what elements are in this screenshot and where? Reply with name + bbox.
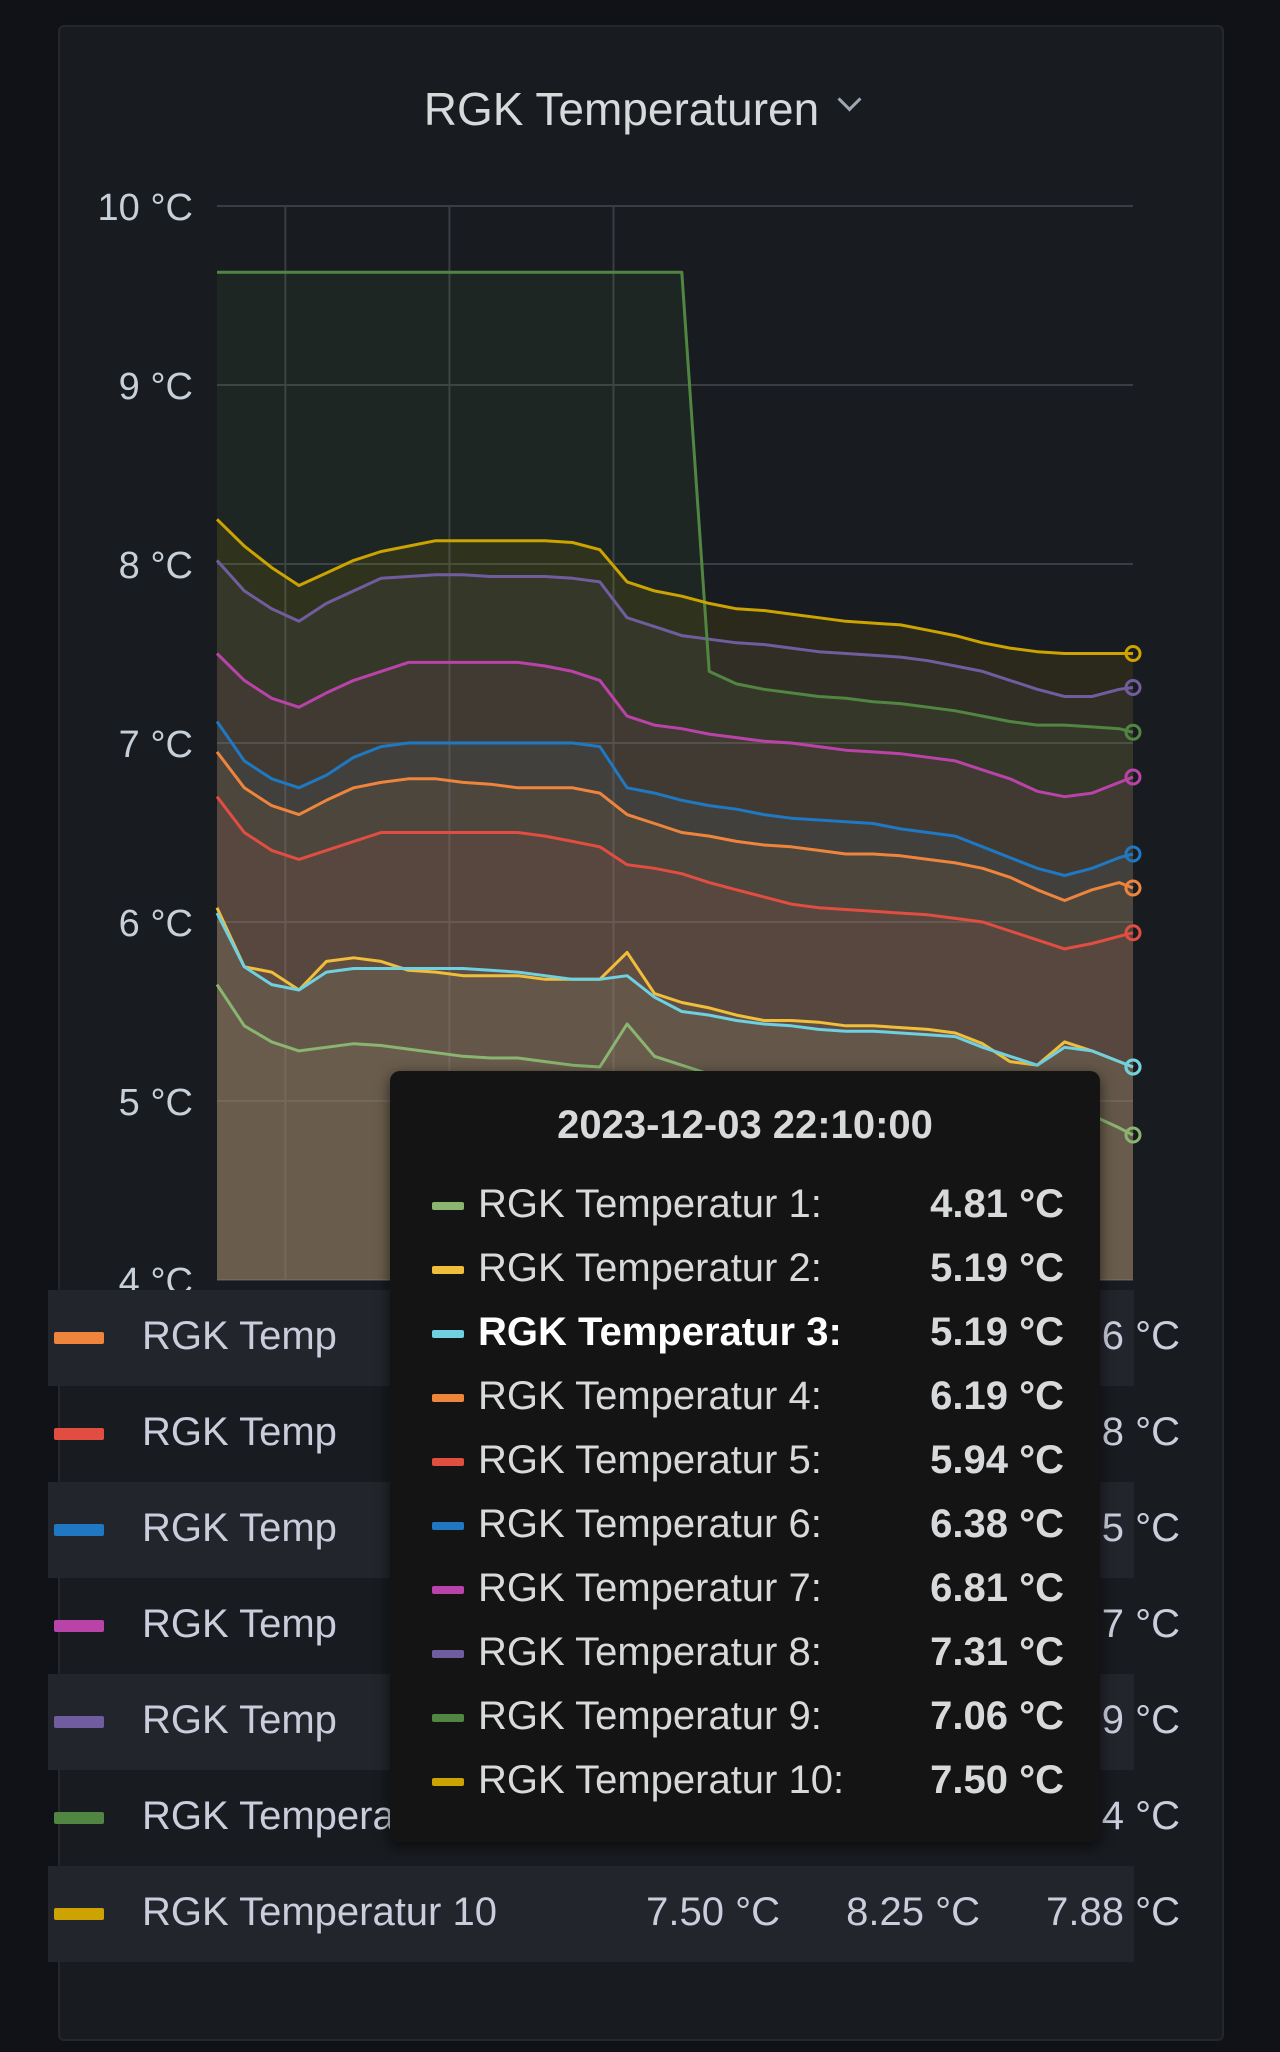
tooltip-value: 7.06 °C <box>930 1694 1064 1738</box>
tooltip-value: 7.50 °C <box>930 1758 1064 1802</box>
hover-point-marker <box>1124 1126 1142 1144</box>
legend-value: 7.88 °C <box>1046 1890 1180 1934</box>
tooltip-color-swatch <box>432 1266 464 1274</box>
tooltip-series-name: RGK Temperatur 10: <box>478 1758 845 1802</box>
tooltip-color-swatch <box>432 1458 464 1466</box>
legend-color-swatch[interactable] <box>54 1908 104 1920</box>
series-line[interactable] <box>215 912 1134 1069</box>
legend-series-name[interactable]: RGK Temp <box>142 1698 337 1742</box>
legend-color-swatch[interactable] <box>54 1524 104 1536</box>
tooltip-color-swatch <box>432 1650 464 1658</box>
legend-color-swatch[interactable] <box>54 1620 104 1632</box>
tooltip-row: RGK Temperatur 10: 7.50 °C <box>390 1750 1100 1814</box>
legend-series-name[interactable]: RGK Temp <box>142 1602 337 1646</box>
tooltip-row: RGK Temperatur 8: 7.31 °C <box>390 1622 1100 1686</box>
series-line[interactable] <box>215 720 1134 877</box>
legend-value: 7 °C <box>1101 1602 1180 1646</box>
y-tick-label: 5 °C <box>119 1082 193 1124</box>
tooltip-row: RGK Temperatur 5: 5.94 °C <box>390 1430 1100 1494</box>
tooltip-color-swatch <box>432 1202 464 1210</box>
hover-point-marker <box>1124 924 1142 942</box>
tooltip-color-swatch <box>432 1714 464 1722</box>
legend-series-name[interactable]: RGK Temp <box>142 1506 337 1550</box>
tooltip-row: RGK Temperatur 7: 6.81 °C <box>390 1558 1100 1622</box>
legend-series-name[interactable]: RGK Temp <box>142 1410 337 1454</box>
series-line[interactable] <box>215 652 1134 799</box>
tooltip-row: RGK Temperatur 1: 4.81 °C <box>390 1174 1100 1238</box>
tooltip-color-swatch <box>432 1586 464 1594</box>
tooltip-series-name: RGK Temperatur 2: <box>478 1246 822 1290</box>
legend-color-swatch[interactable] <box>54 1428 104 1440</box>
series-line[interactable] <box>215 750 1134 902</box>
hover-point-marker <box>1124 1058 1142 1076</box>
legend-value: 6 °C <box>1101 1314 1180 1358</box>
legend-row[interactable]: RGK Temp 8 °C <box>48 1386 1180 1482</box>
legend-value: 9 °C <box>1101 1698 1180 1742</box>
tooltip-timestamp: 2023-12-03 22:10:00 <box>557 1103 933 1147</box>
tooltip-value: 6.38 °C <box>930 1502 1064 1546</box>
series-line[interactable] <box>215 518 1133 655</box>
legend-series-name[interactable]: RGK Temp <box>142 1314 337 1358</box>
hover-point-marker <box>1124 723 1142 741</box>
hover-point-marker <box>1124 845 1142 863</box>
y-tick-label: 9 °C <box>119 366 193 408</box>
legend-value: 7.50 °C <box>646 1890 780 1934</box>
legend-value: 5 °C <box>1101 1506 1180 1550</box>
hover-point-marker <box>1124 768 1142 786</box>
tooltip-value: 5.19 °C <box>930 1246 1064 1290</box>
series-line[interactable] <box>217 270 1134 734</box>
legend-row[interactable]: RGK Temp 7 °C <box>48 1578 1180 1674</box>
tooltip-row: RGK Temperatur 4: 6.19 °C <box>390 1366 1100 1430</box>
tooltip-color-swatch <box>432 1330 464 1338</box>
panel-header[interactable]: RGK Temperaturen <box>60 82 1222 142</box>
legend-series-name[interactable]: RGK Temperatur 10 <box>142 1890 497 1934</box>
legend-color-swatch[interactable] <box>54 1716 104 1728</box>
legend-color-swatch[interactable] <box>54 1332 104 1344</box>
legend-value: 8 °C <box>1101 1410 1180 1454</box>
series-line[interactable] <box>215 795 1134 951</box>
tooltip-series-name: RGK Temperatur 1: <box>478 1182 822 1226</box>
tooltip-series-name: RGK Temperatur 4: <box>478 1374 822 1418</box>
legend-color-swatch[interactable] <box>54 1812 104 1824</box>
tooltip-value: 4.81 °C <box>930 1182 1064 1226</box>
tooltip-row: RGK Temperatur 3: 5.19 °C <box>390 1302 1100 1366</box>
tooltip-row: RGK Temperatur 2: 5.19 °C <box>390 1238 1100 1302</box>
tooltip-value: 5.19 °C <box>930 1310 1064 1354</box>
tooltip-row: RGK Temperatur 6: 6.38 °C <box>390 1494 1100 1558</box>
legend-row[interactable]: RGK Temperatur 10 7.50 °C 8.25 °C 7.88 °C <box>48 1866 1180 1962</box>
tooltip-series-name: RGK Temperatur 7: <box>478 1566 822 1610</box>
tooltip-series-name: RGK Temperatur 5: <box>478 1438 822 1482</box>
tooltip-series-name: RGK Temperatur 3: <box>478 1310 842 1354</box>
hover-point-marker <box>1124 879 1142 897</box>
tooltip: 2023-12-03 22:10:00 RGK Temperatur 1: 4.8… <box>390 1071 1100 1842</box>
tooltip-color-swatch <box>432 1522 464 1530</box>
tooltip-value: 5.94 °C <box>930 1438 1064 1482</box>
hover-point-marker <box>1124 645 1142 662</box>
panel-title[interactable]: RGK Temperaturen <box>423 83 820 135</box>
y-tick-label: 7 °C <box>119 724 193 766</box>
series-line[interactable] <box>215 559 1134 698</box>
legend-value: 8.25 °C <box>846 1890 980 1934</box>
tooltip-series-name: RGK Temperatur 9: <box>478 1694 822 1738</box>
tooltip-row: RGK Temperatur 9: 7.06 °C <box>390 1686 1100 1750</box>
tooltip-color-swatch <box>432 1394 464 1402</box>
tooltip-value: 7.31 °C <box>930 1630 1064 1674</box>
y-tick-label: 8 °C <box>119 545 193 587</box>
tooltip-value: 6.81 °C <box>930 1566 1064 1610</box>
y-tick-label: 6 °C <box>119 903 193 945</box>
tooltip-series-name: RGK Temperatur 8: <box>478 1630 822 1674</box>
hover-point-marker <box>1124 679 1142 697</box>
tooltip-color-swatch <box>432 1778 464 1786</box>
tooltip-value: 6.19 °C <box>930 1374 1064 1418</box>
tooltip-series-name: RGK Temperatur 6: <box>478 1502 822 1546</box>
y-tick-label: 10 °C <box>98 187 193 229</box>
